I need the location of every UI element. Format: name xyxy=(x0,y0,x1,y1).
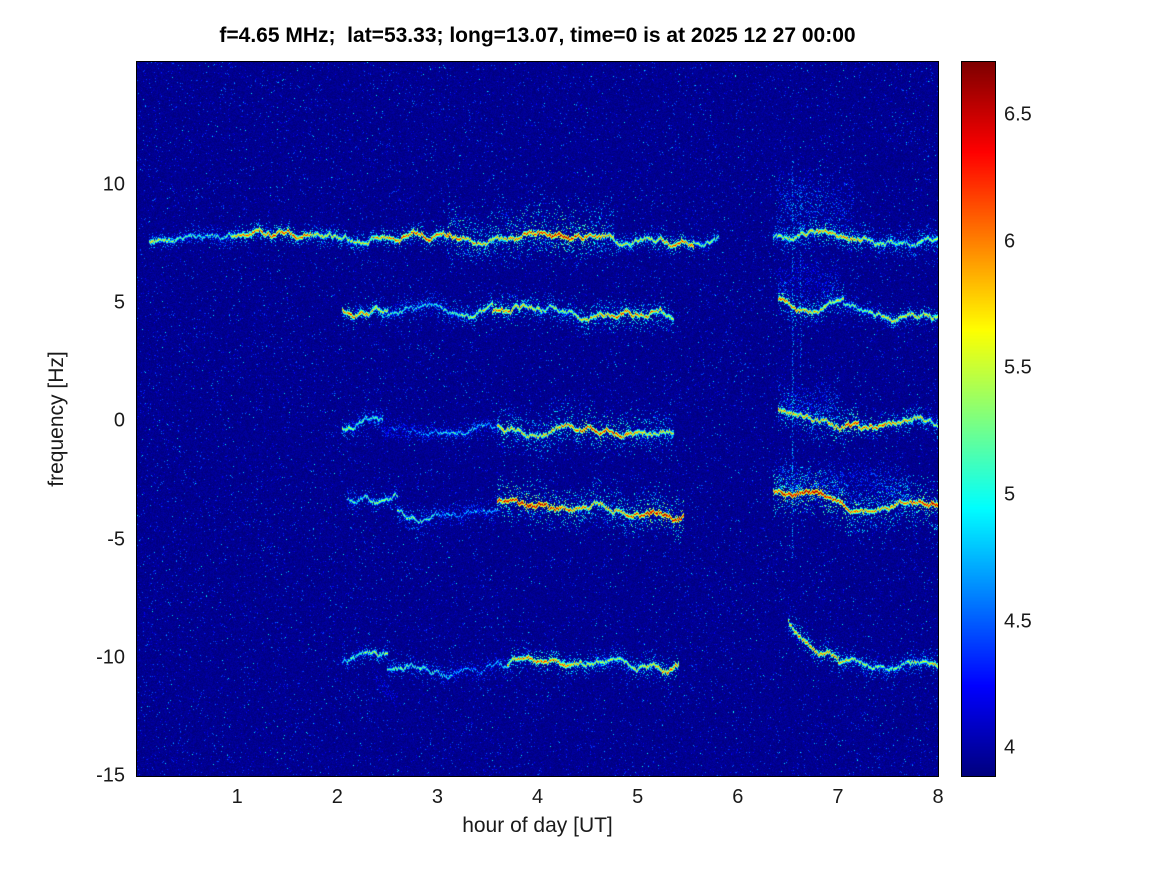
colorbar-tick-label: 4 xyxy=(1004,736,1016,759)
x-axis-label: hour of day [UT] xyxy=(462,814,613,837)
y-tick-label: -5 xyxy=(107,528,125,551)
colorbar-tick-label: 5 xyxy=(1004,483,1016,506)
colorbar-tick-label: 6 xyxy=(1004,230,1016,253)
colorbar-tick-label: 6.5 xyxy=(1004,103,1032,126)
x-tick-label: 2 xyxy=(331,786,343,808)
chart-title: f=4.65 MHz; lat=53.33; long=13.07, time=… xyxy=(219,24,856,47)
y-tick-label: -10 xyxy=(96,646,125,669)
colorbar xyxy=(961,61,996,777)
y-tick-label: 10 xyxy=(102,173,125,196)
y-tick-label: 0 xyxy=(113,409,125,432)
x-tick-label: 3 xyxy=(431,786,443,808)
x-tick-label: 1 xyxy=(231,786,243,808)
y-tick-label: 5 xyxy=(113,291,125,314)
x-tick-label: 7 xyxy=(832,786,844,808)
x-tick-label: 4 xyxy=(531,786,544,808)
colorbar-tick-label: 5.5 xyxy=(1004,356,1032,379)
spectrogram-canvas xyxy=(137,62,938,776)
x-tick-label: 6 xyxy=(732,786,744,808)
colorbar-canvas xyxy=(962,62,995,776)
x-tick-label: 5 xyxy=(632,786,644,808)
colorbar-tick-label: 4.5 xyxy=(1004,610,1032,633)
y-tick-label: -15 xyxy=(96,764,125,787)
x-tick-label: 8 xyxy=(932,786,944,808)
plot-area xyxy=(136,61,939,777)
